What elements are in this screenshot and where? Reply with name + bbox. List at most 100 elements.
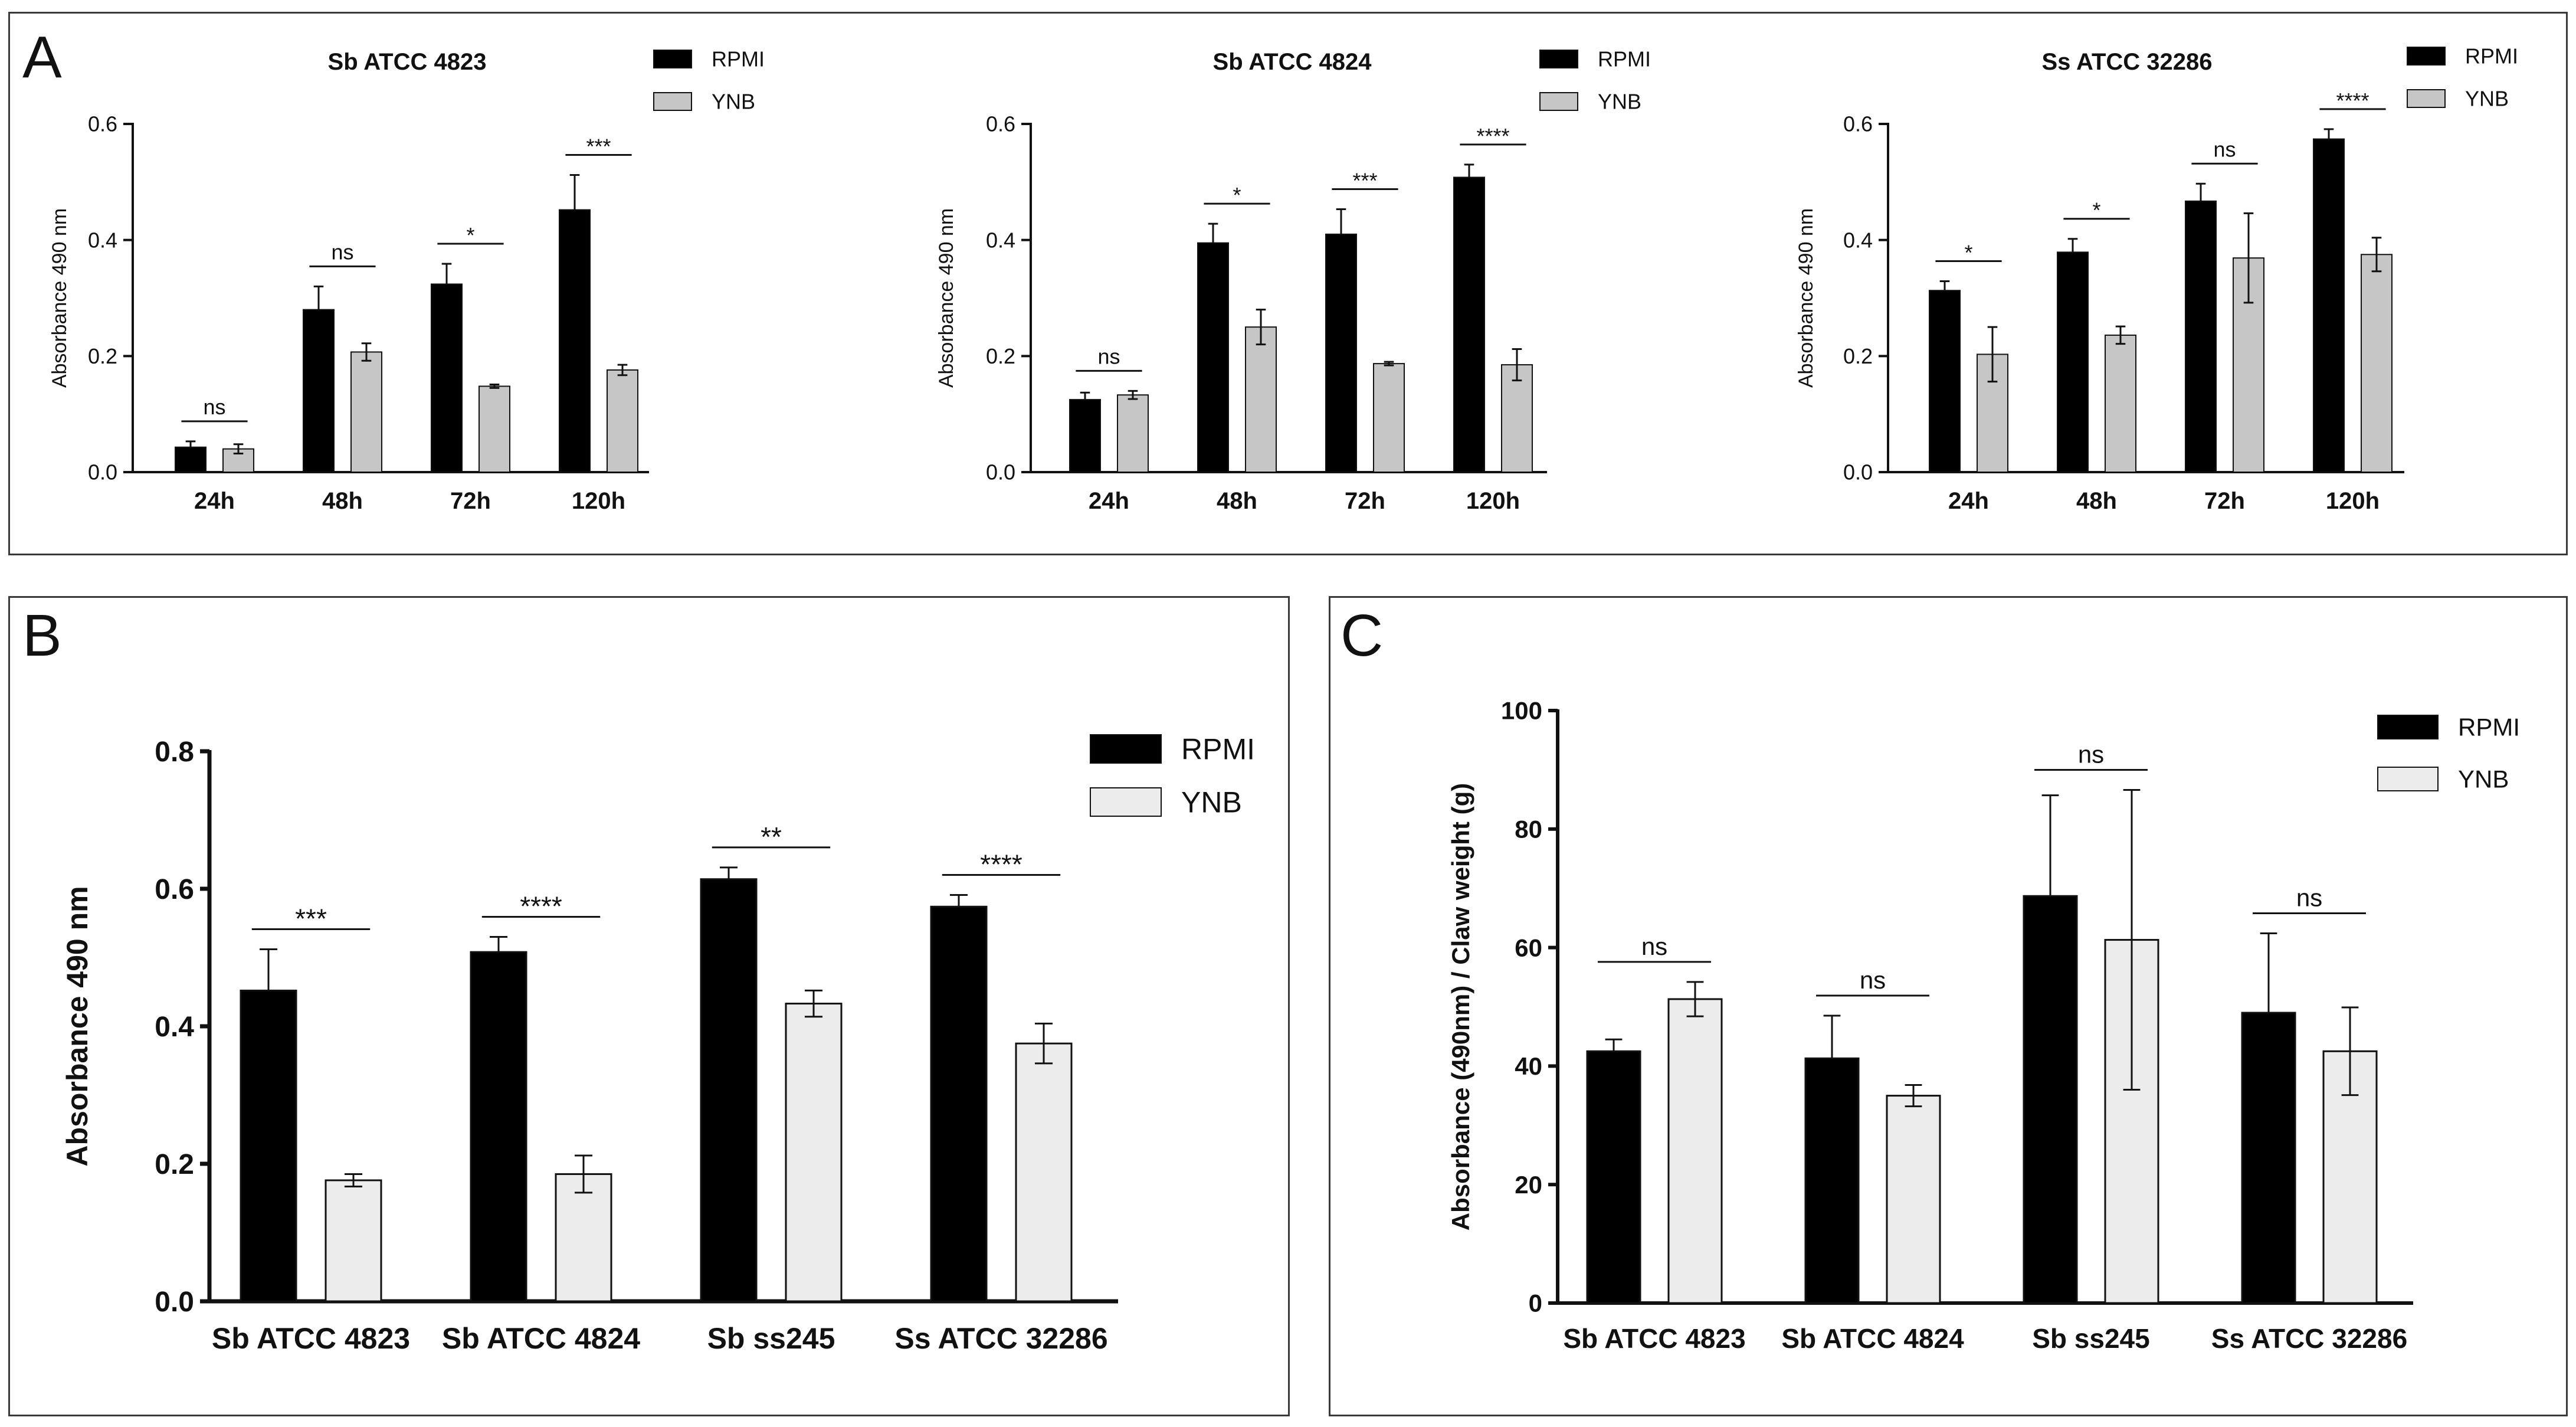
significance-label: ns — [2078, 741, 2104, 768]
bar-rpmi — [1197, 242, 1229, 473]
legend-swatch-ynb — [2377, 767, 2439, 791]
x-tick-label: 48h — [322, 488, 363, 514]
significance-label: ** — [761, 821, 782, 852]
y-tick-label: 0.0 — [155, 1287, 194, 1318]
bar-ynb — [2361, 254, 2393, 473]
bar-ynb — [479, 385, 510, 473]
x-tick-label: Sb ATCC 4824 — [442, 1322, 640, 1355]
legend-label-ynb: YNB — [1598, 90, 1641, 114]
x-tick-label: Sb ATCC 4824 — [1781, 1323, 1964, 1354]
x-tick-label: 72h — [1345, 488, 1385, 514]
bar-ynb — [325, 1179, 382, 1302]
legend-swatch-ynb — [2407, 89, 2446, 108]
chart-title: Sb ATCC 4823 — [328, 49, 487, 75]
legend-label-rpmi: RPMI — [2465, 44, 2518, 68]
bar-rpmi — [1586, 1050, 1641, 1304]
bar-rpmi — [2023, 895, 2078, 1304]
y-tick-label: 40 — [1515, 1052, 1542, 1080]
chart-title: Sb ATCC 4824 — [1213, 49, 1372, 75]
legend-swatch-rpmi — [1539, 50, 1578, 68]
legend-label-rpmi: RPMI — [712, 47, 765, 71]
bar-rpmi — [2313, 138, 2345, 473]
x-tick-label: 24h — [1089, 488, 1129, 514]
bar-rpmi — [930, 905, 988, 1302]
significance-label: **** — [980, 849, 1022, 879]
legend-label-rpmi: RPMI — [1181, 733, 1255, 766]
y-tick-label: 0.4 — [1843, 228, 1873, 252]
panel-c-label: C — [1341, 603, 1384, 669]
y-tick-label: 0.2 — [88, 344, 117, 368]
y-tick-label: 0.6 — [88, 112, 117, 136]
significance-label: **** — [520, 891, 562, 922]
bar-ynb — [607, 369, 638, 473]
significance-label: ns — [2296, 884, 2322, 912]
significance-label: * — [1233, 183, 1241, 207]
significance-label: **** — [1476, 124, 1509, 148]
y-tick-label: 0.2 — [1843, 344, 1873, 368]
x-tick-label: Sb ATCC 4823 — [1563, 1323, 1745, 1354]
legend-label-ynb: YNB — [2465, 87, 2509, 111]
bar-rpmi — [175, 446, 207, 473]
bar-rpmi — [303, 309, 335, 473]
significance-label: ns — [2213, 137, 2236, 161]
significance-label: * — [466, 223, 474, 247]
y-tick-label: 0.2 — [986, 344, 1015, 368]
y-axis-label: Absorbance 490 nm — [61, 886, 94, 1166]
significance-label: * — [2092, 198, 2100, 222]
significance-label: *** — [1352, 169, 1377, 193]
x-tick-label: Ss ATCC 32286 — [894, 1322, 1107, 1355]
significance-label: ns — [1641, 932, 1667, 960]
x-tick-label: Sb ss245 — [2032, 1323, 2149, 1354]
panel-a-label: A — [22, 24, 62, 90]
legend-label-rpmi: RPMI — [2458, 714, 2520, 741]
bar-ynb — [1501, 364, 1533, 473]
bar-rpmi — [1325, 233, 1357, 473]
y-axis-label: Absorbance 490 nm — [48, 208, 71, 388]
bar-rpmi — [2185, 200, 2217, 473]
bar-ynb — [1117, 394, 1149, 473]
significance-label: ns — [1097, 344, 1120, 368]
y-tick-label: 0.0 — [1843, 460, 1873, 485]
x-tick-label: Sb ss245 — [707, 1322, 835, 1355]
x-tick-label: 24h — [1948, 488, 1989, 514]
x-tick-label: 120h — [572, 488, 625, 514]
x-tick-label: Sb ATCC 4823 — [212, 1322, 410, 1355]
significance-label: ns — [1860, 966, 1886, 994]
y-tick-label: 0 — [1529, 1289, 1542, 1317]
significance-label: **** — [2336, 89, 2369, 113]
legend-label-rpmi: RPMI — [1598, 47, 1651, 71]
y-tick-label: 0.4 — [155, 1012, 194, 1043]
bar-ynb — [1015, 1042, 1073, 1302]
bar-ynb — [1667, 998, 1723, 1304]
legend-label-ynb: YNB — [712, 90, 755, 114]
bar-ynb — [1373, 363, 1405, 473]
bar-rpmi — [1453, 176, 1485, 473]
significance-label: *** — [295, 904, 327, 934]
y-axis-label: Absorbance 490 nm — [935, 208, 958, 388]
x-tick-label: Ss ATCC 32286 — [2211, 1323, 2407, 1354]
bar-ynb — [2105, 334, 2136, 473]
significance-label: ns — [203, 395, 225, 419]
y-tick-label: 0.2 — [155, 1149, 194, 1180]
x-tick-label: 48h — [2076, 488, 2117, 514]
y-tick-label: 80 — [1515, 816, 1542, 843]
y-tick-label: 60 — [1515, 934, 1542, 961]
bar-rpmi — [559, 209, 591, 473]
x-tick-label: 120h — [1466, 488, 1520, 514]
y-tick-label: 0.4 — [986, 228, 1015, 252]
legend-swatch-ynb — [1090, 787, 1162, 817]
bar-rpmi — [431, 283, 463, 473]
y-tick-label: 0.4 — [88, 228, 117, 252]
y-axis-label: Absorbance 490 nm — [1795, 208, 1817, 388]
y-tick-label: 0.6 — [1843, 112, 1873, 136]
chart-title: Ss ATCC 32286 — [2041, 49, 2212, 75]
x-tick-label: 72h — [2204, 488, 2245, 514]
y-axis-label: Absorbance (490nm) / Claw weight (g) — [1447, 783, 1474, 1230]
legend-swatch-rpmi — [2407, 47, 2446, 66]
legend-swatch-rpmi — [653, 50, 692, 68]
panel-b-label: B — [22, 603, 62, 669]
